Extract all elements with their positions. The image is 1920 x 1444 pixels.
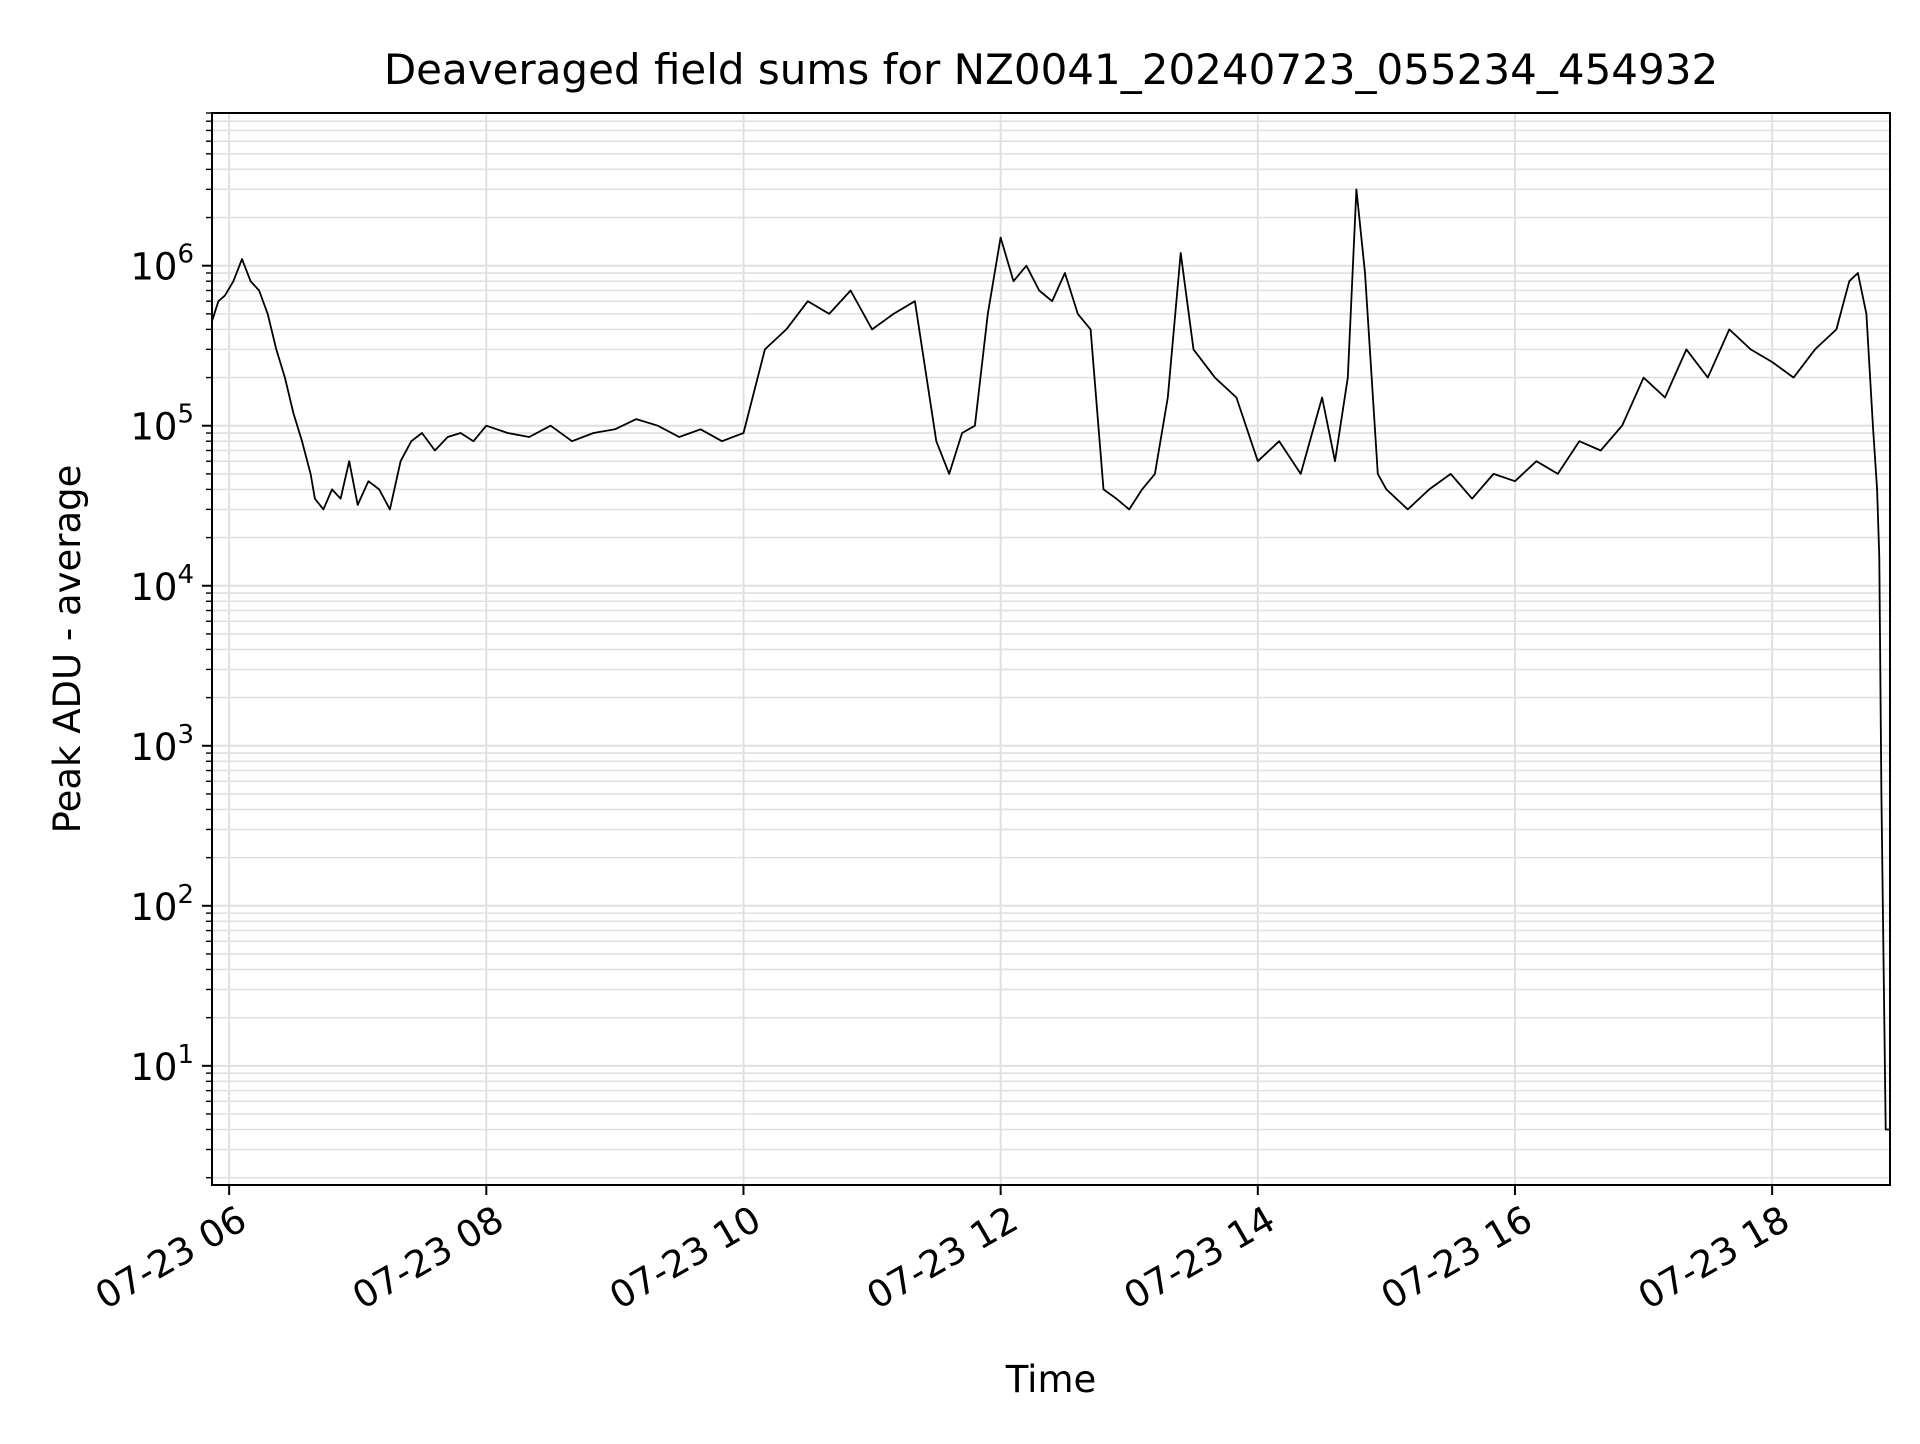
grid-layer — [212, 112, 1890, 1185]
y-axis-label: Peak ADU - average — [46, 465, 89, 834]
y-tick-label: 103 — [130, 720, 194, 769]
ticks-layer: 101 102 103 104 105 106 07-23 06 07-23 08 07-23 … — [88, 112, 1797, 1318]
y-tick-label: 105 — [130, 400, 194, 449]
x-tick-label: 07-23 18 — [1631, 1198, 1797, 1318]
y-tick-label: 106 — [130, 240, 194, 289]
y-tick-label: 102 — [130, 880, 194, 929]
y-tick-label: 104 — [130, 560, 194, 609]
y-tick-label: 101 — [130, 1040, 194, 1089]
x-tick-label: 07-23 08 — [345, 1198, 511, 1318]
x-tick-label: 07-23 10 — [602, 1198, 768, 1318]
x-tick-label: 07-23 14 — [1117, 1198, 1283, 1318]
x-tick-label: 07-23 12 — [860, 1198, 1026, 1318]
x-tick-label: 07-23 16 — [1374, 1198, 1540, 1318]
series-line — [211, 188, 1890, 1131]
x-tick-label: 07-23 06 — [88, 1198, 254, 1318]
chart-title: Deaveraged field sums for NZ0041_2024072… — [384, 45, 1718, 94]
series-layer — [211, 188, 1890, 1131]
x-axis-label: Time — [1005, 1358, 1097, 1401]
